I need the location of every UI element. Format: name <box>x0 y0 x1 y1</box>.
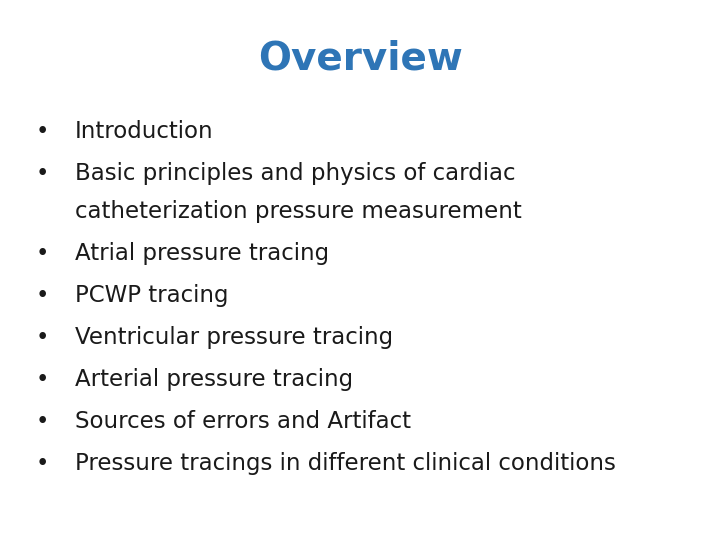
Text: Ventricular pressure tracing: Ventricular pressure tracing <box>75 326 393 349</box>
Text: Overview: Overview <box>258 40 462 78</box>
Text: Basic principles and physics of cardiac: Basic principles and physics of cardiac <box>75 162 516 185</box>
Text: •: • <box>35 284 49 307</box>
Text: •: • <box>35 410 49 433</box>
Text: Arterial pressure tracing: Arterial pressure tracing <box>75 368 353 391</box>
Text: •: • <box>35 452 49 475</box>
Text: PCWP tracing: PCWP tracing <box>75 284 228 307</box>
Text: •: • <box>35 162 49 185</box>
Text: •: • <box>35 120 49 143</box>
Text: Introduction: Introduction <box>75 120 214 143</box>
Text: •: • <box>35 368 49 391</box>
Text: Sources of errors and Artifact: Sources of errors and Artifact <box>75 410 411 433</box>
Text: catheterization pressure measurement: catheterization pressure measurement <box>75 200 522 223</box>
Text: •: • <box>35 326 49 349</box>
Text: Pressure tracings in different clinical conditions: Pressure tracings in different clinical … <box>75 452 616 475</box>
Text: Atrial pressure tracing: Atrial pressure tracing <box>75 242 329 265</box>
Text: •: • <box>35 242 49 265</box>
